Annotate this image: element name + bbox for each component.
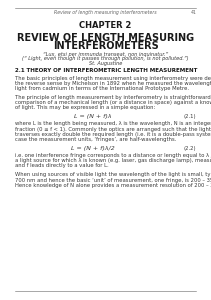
Text: and f leads directly to a value for L.: and f leads directly to a value for L. [15,164,108,169]
Text: (2.1): (2.1) [184,114,196,119]
Text: L = (N + f)λ: L = (N + f)λ [74,114,112,119]
Text: fraction (0 ≤ f < 1). Commonly the optics are arranged such that the light beam: fraction (0 ≤ f < 1). Commonly the optic… [15,127,211,132]
Text: light from cadmium in terms of the International Prototype Metre.: light from cadmium in terms of the Inter… [15,86,189,91]
Text: the reverse sense by Michelson in 1892 when he measured the wavelength of the re: the reverse sense by Michelson in 1892 w… [15,81,211,86]
Text: INTERFEROMETERS: INTERFEROMETERS [53,41,158,51]
Text: Hence knowledge of N alone provides a measurement resolution of 200 – 350 nm. Fo: Hence knowledge of N alone provides a me… [15,183,211,188]
Text: St. Augustine: St. Augustine [89,61,122,66]
Text: traverses exactly double the required length (i.e. it is a double-pass system), : traverses exactly double the required le… [15,132,211,137]
Text: i.e. one interference fringe corresponds to a distance or length equal to λ / 2.: i.e. one interference fringe corresponds… [15,153,211,158]
Text: When using sources of visible light the wavelength of the light is small, typica: When using sources of visible light the … [15,172,211,177]
Text: 41: 41 [190,10,196,15]
Text: The principle of length measurement by interferometry is straightforward – it is: The principle of length measurement by i… [15,95,211,100]
Text: The basic principles of length measurement using interferometry were demonstrate: The basic principles of length measureme… [15,76,211,81]
Text: Review of length measuring interferometers: Review of length measuring interferomete… [54,10,157,15]
Text: “Lux, etsi per immunda transeat, non inquinatur.”: “Lux, etsi per immunda transeat, non inq… [43,52,168,57]
Text: (2.2): (2.2) [184,146,196,151]
Text: REVIEW OF LENGTH MEASURING: REVIEW OF LENGTH MEASURING [17,33,194,43]
Text: case the measurement units, ‘fringes’, are half-wavelengths.: case the measurement units, ‘fringes’, a… [15,137,176,142]
Text: (“ Light, even though it passes through pollution, is not polluted.”): (“ Light, even though it passes through … [22,56,189,61]
Text: a light source for which λ is known (e.g. laser, gas discharge lamp), measuremen: a light source for which λ is known (e.g… [15,158,211,163]
Text: comparison of a mechanical length (or a distance in space) against a known wavel: comparison of a mechanical length (or a … [15,100,211,105]
Text: of light. This may be expressed in a simple equation:: of light. This may be expressed in a sim… [15,105,155,110]
Text: where L is the length being measured, λ is the wavelength, N is an integer and f: where L is the length being measured, λ … [15,121,211,126]
Text: L = (N + f)λ/2: L = (N + f)λ/2 [71,146,115,151]
Text: 2.1 THEORY OF INTERFEROMETRIC LENGTH MEASUREMENT: 2.1 THEORY OF INTERFEROMETRIC LENGTH MEA… [15,68,197,74]
Text: CHAPTER 2: CHAPTER 2 [79,21,132,30]
Text: 700 nm and hence the basic ‘unit’ of measurement, one fringe, is 200 – 350 nm in: 700 nm and hence the basic ‘unit’ of mea… [15,178,211,183]
